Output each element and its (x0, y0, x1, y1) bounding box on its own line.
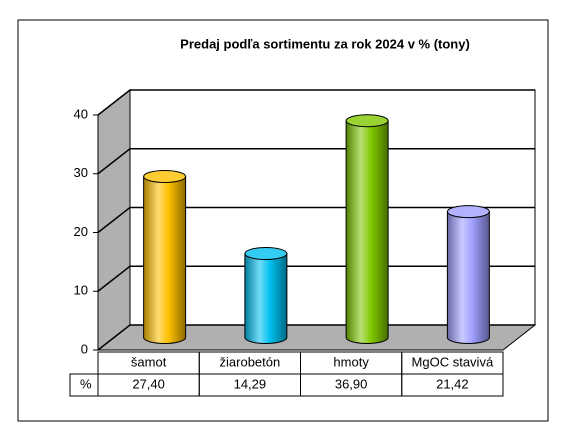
bar (244, 253, 288, 344)
bar (143, 176, 187, 344)
table-value: 27,40 (132, 376, 165, 391)
y-tick-label: 10 (74, 283, 88, 298)
bar (345, 120, 389, 344)
x-tick-label: šamot (131, 354, 167, 369)
table-value: 36,90 (335, 376, 368, 391)
y-tick-label: 40 (74, 106, 88, 121)
grid-line (97, 89, 535, 116)
x-tick-label: žiarobetón (220, 354, 281, 369)
x-tick-label: MgOC stavivá (412, 354, 494, 369)
y-tick-label: 30 (74, 165, 88, 180)
grid-line (97, 206, 535, 234)
grid-line (97, 148, 535, 175)
bar-top (446, 205, 490, 219)
bar-top (345, 114, 389, 128)
x-tick-label: hmoty (333, 354, 369, 369)
table-value: 21,42 (436, 376, 469, 391)
y-tick-label: 0 (81, 341, 88, 356)
bar (446, 211, 490, 344)
bar-top (244, 247, 288, 261)
table-row-label: % (80, 376, 92, 391)
y-tick-label: 20 (74, 224, 88, 239)
bar-top (143, 170, 187, 184)
grid-line (97, 265, 535, 292)
grid-line (97, 324, 535, 351)
table-cell (401, 373, 504, 397)
table-value: 14,29 (234, 376, 267, 391)
chart-title: Predaj podľa sortimentu za rok 2024 v % … (180, 36, 470, 51)
